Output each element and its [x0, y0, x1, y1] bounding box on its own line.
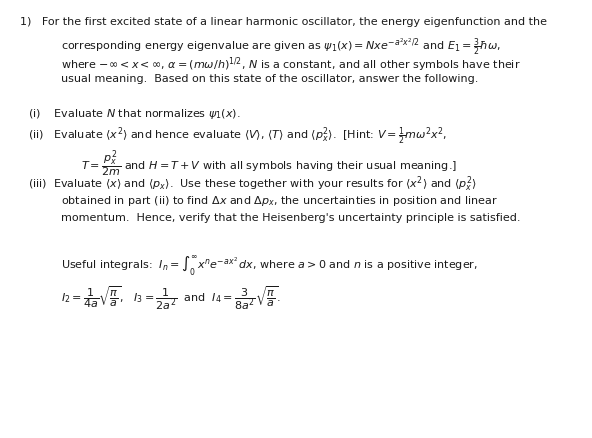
Text: $I_2 = \dfrac{1}{4a}\sqrt{\dfrac{\pi}{a}}$,   $I_3 = \dfrac{1}{2a^2}$  and  $I_4: $I_2 = \dfrac{1}{4a}\sqrt{\dfrac{\pi}{a}…	[61, 284, 281, 312]
Text: $T = \dfrac{p_x^2}{2m}$ and $H = T + V$ with all symbols having their usual mean: $T = \dfrac{p_x^2}{2m}$ and $H = T + V$ …	[81, 149, 458, 180]
Text: momentum.  Hence, verify that the Heisenberg's uncertainty principle is satisfie: momentum. Hence, verify that the Heisenb…	[61, 212, 520, 223]
Text: (ii)   Evaluate $\langle x^2 \rangle$ and hence evaluate $\langle V \rangle$, $\: (ii) Evaluate $\langle x^2 \rangle$ and …	[28, 125, 447, 147]
Text: Useful integrals:  $I_n = \int_{0}^{\infty} x^n e^{-ax^2}\,dx$, where $a > 0$ an: Useful integrals: $I_n = \int_{0}^{\inft…	[61, 253, 478, 278]
Text: where $-\infty < x < \infty$, $\alpha = (m\omega/h)^{1/2}$, $N$ is a constant, a: where $-\infty < x < \infty$, $\alpha = …	[61, 55, 521, 74]
Text: obtained in part (ii) to find $\Delta x$ and $\Delta p_x$, the uncertainties in : obtained in part (ii) to find $\Delta x$…	[61, 194, 498, 208]
Text: usual meaning.  Based on this state of the oscillator, answer the following.: usual meaning. Based on this state of th…	[61, 74, 478, 84]
Text: corresponding energy eigenvalue are given as $\psi_1(x) = N x e^{-a^2x^2/2}$ and: corresponding energy eigenvalue are give…	[61, 36, 501, 57]
Text: (i)    Evaluate $N$ that normalizes $\psi_1(x)$.: (i) Evaluate $N$ that normalizes $\psi_1…	[28, 106, 240, 120]
Text: 1)   For the first excited state of a linear harmonic oscillator, the energy eig: 1) For the first excited state of a line…	[21, 17, 548, 27]
Text: (iii)  Evaluate $\langle x \rangle$ and $\langle p_x \rangle$.  Use these togeth: (iii) Evaluate $\langle x \rangle$ and $…	[28, 175, 477, 194]
